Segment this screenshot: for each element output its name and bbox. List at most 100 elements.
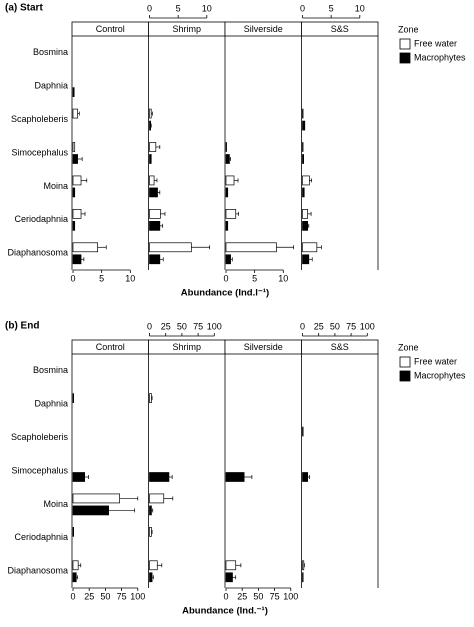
category-label: Bosmina xyxy=(33,47,68,57)
x-axis-label: Abundance (Ind.l⁻¹) xyxy=(181,288,269,299)
bar xyxy=(72,187,76,198)
bar xyxy=(72,87,75,97)
bar xyxy=(72,108,78,119)
category-label: Daphnia xyxy=(34,81,68,91)
x-tick-label: 25 xyxy=(161,321,171,331)
legend-title: Zone xyxy=(398,342,419,352)
x-tick-label: 75 xyxy=(117,591,127,601)
bar xyxy=(72,572,77,583)
x-tick-label: 0 xyxy=(223,591,228,601)
category-label: Daphnia xyxy=(34,399,68,409)
x-tick-label: 100 xyxy=(360,321,375,331)
x-tick-label: 0 xyxy=(70,273,75,283)
x-tick-label: 10 xyxy=(355,3,365,13)
category-label: Ceriodaphnia xyxy=(14,214,68,224)
bar xyxy=(225,209,237,219)
bar xyxy=(225,472,245,482)
x-tick-label: 0 xyxy=(300,3,305,13)
category-label: Moina xyxy=(43,181,68,191)
facet-label: Control xyxy=(96,342,125,352)
bar xyxy=(149,175,155,186)
panel-title: (a) Start xyxy=(5,3,43,14)
bar xyxy=(225,560,237,571)
x-tick-label: 25 xyxy=(237,591,247,601)
facet-label: Shrimp xyxy=(172,24,201,34)
x-tick-label: 100 xyxy=(130,591,145,601)
bar xyxy=(302,187,305,198)
bar xyxy=(72,527,74,537)
facet-label: S&S xyxy=(331,342,349,352)
bar xyxy=(149,120,151,131)
facet-label: Silverside xyxy=(244,342,283,352)
bar xyxy=(225,154,230,164)
x-axis-label: Abundance (Ind.⁻¹) xyxy=(182,606,268,617)
bar xyxy=(225,175,235,186)
bar xyxy=(72,493,120,504)
bar xyxy=(302,209,309,219)
bar xyxy=(225,254,231,265)
x-tick-label: 5 xyxy=(329,3,334,13)
bar xyxy=(72,254,82,265)
bar xyxy=(225,142,227,152)
category-label: Simocephalus xyxy=(11,147,68,157)
bar xyxy=(149,572,153,583)
legend-swatch xyxy=(399,52,411,64)
legend-label: Macrophytes xyxy=(414,370,466,380)
legend-swatch xyxy=(399,370,411,382)
x-tick-label: 50 xyxy=(253,591,263,601)
panel-title: (b) End xyxy=(5,321,39,332)
x-tick-label: 100 xyxy=(207,321,222,331)
category-label: Diaphanosoma xyxy=(7,248,68,258)
facet-label: Shrimp xyxy=(172,342,201,352)
x-tick-label: 0 xyxy=(70,591,75,601)
bar xyxy=(149,505,152,516)
bar xyxy=(225,572,233,583)
x-tick-label: 75 xyxy=(270,591,280,601)
bar xyxy=(302,108,304,119)
x-tick-label: 50 xyxy=(100,591,110,601)
category-label: Scapholeberis xyxy=(11,432,69,442)
bar xyxy=(302,120,306,131)
bar xyxy=(149,254,161,265)
bar xyxy=(72,142,76,152)
x-tick-label: 0 xyxy=(147,321,152,331)
bar xyxy=(72,242,98,253)
bar xyxy=(72,221,76,231)
x-tick-label: 75 xyxy=(193,321,203,331)
x-tick-label: 10 xyxy=(278,273,288,283)
legend-title: Zone xyxy=(398,24,419,34)
facet-label: Silverside xyxy=(244,24,283,34)
bar xyxy=(225,242,277,253)
x-tick-label: 10 xyxy=(125,273,135,283)
bar xyxy=(149,393,152,403)
bar xyxy=(149,221,161,231)
bar xyxy=(302,472,309,482)
x-tick-label: 50 xyxy=(330,321,340,331)
bar xyxy=(149,242,192,253)
facet-label: Control xyxy=(96,24,125,34)
bar xyxy=(302,142,304,152)
facet-label: S&S xyxy=(331,24,349,34)
x-tick-label: 0 xyxy=(147,3,152,13)
legend-swatch xyxy=(399,38,411,50)
bar xyxy=(149,209,161,219)
legend-label: Free water xyxy=(414,356,457,366)
x-tick-label: 25 xyxy=(84,591,94,601)
bar xyxy=(72,472,86,482)
x-tick-label: 0 xyxy=(300,321,305,331)
bar xyxy=(302,254,310,265)
x-tick-label: 50 xyxy=(177,321,187,331)
category-label: Scapholeberis xyxy=(11,114,69,124)
x-tick-label: 10 xyxy=(202,3,212,13)
bar xyxy=(72,154,78,164)
bar xyxy=(72,209,82,219)
bar xyxy=(149,527,152,537)
legend-label: Free water xyxy=(414,38,457,48)
x-tick-label: 0 xyxy=(223,273,228,283)
bar xyxy=(149,472,170,482)
x-tick-label: 5 xyxy=(176,3,181,13)
bar xyxy=(302,175,310,186)
bar xyxy=(149,108,152,119)
bar xyxy=(72,393,74,403)
category-label: Moina xyxy=(43,499,68,509)
